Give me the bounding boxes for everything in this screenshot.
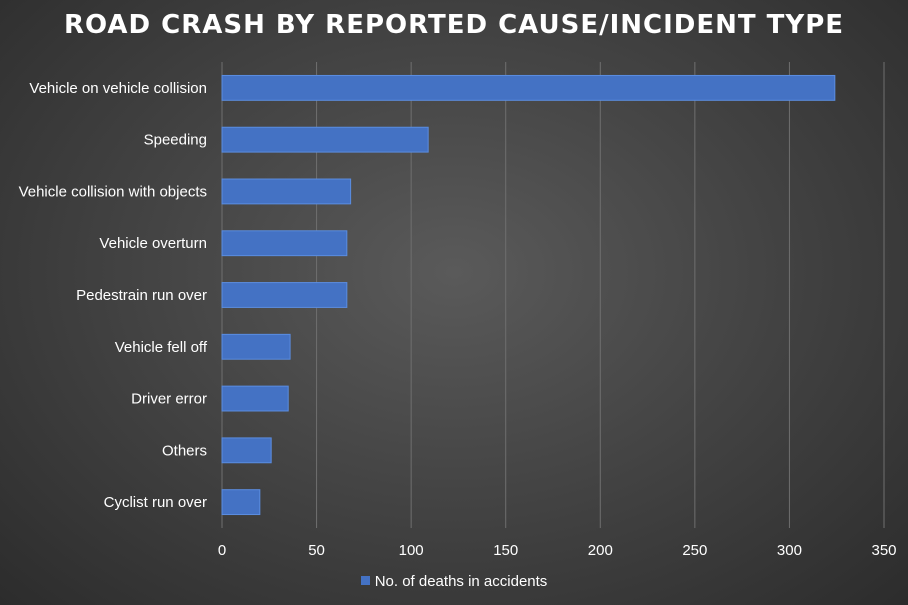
bar — [221, 282, 348, 308]
x-tick-label: 300 — [777, 542, 802, 559]
category-label: Cyclist run over — [104, 494, 207, 511]
category-label: Vehicle fell off — [115, 339, 208, 356]
x-tick-label: 200 — [588, 542, 613, 559]
legend: No. of deaths in accidents — [0, 573, 908, 590]
bar — [221, 74, 836, 101]
legend-swatch — [360, 576, 370, 585]
x-tick-label: 250 — [682, 542, 707, 559]
category-label: Pedestrain run over — [76, 287, 207, 304]
bar — [221, 333, 291, 360]
category-label: Driver error — [131, 391, 207, 408]
legend-label: No. of deaths in accidents — [374, 573, 548, 590]
bar — [221, 385, 289, 412]
x-tick-label: 350 — [871, 542, 896, 559]
category-label: Others — [162, 442, 207, 459]
bar — [221, 489, 261, 516]
x-tick-label: 50 — [308, 542, 325, 559]
x-tick-label: 0 — [218, 542, 226, 559]
bar — [221, 437, 272, 464]
x-tick-label: 100 — [399, 542, 424, 559]
chart-title: ROAD CRASH BY REPORTED CAUSE/INCIDENT TY… — [63, 10, 845, 40]
category-label: Vehicle on vehicle collision — [29, 80, 207, 97]
category-label: Vehicle collision with objects — [19, 183, 207, 200]
bar — [221, 230, 348, 257]
category-label: Vehicle overturn — [99, 235, 207, 252]
bar — [221, 126, 429, 153]
bar — [221, 178, 352, 205]
x-tick-label: 150 — [493, 542, 518, 559]
category-label: Speeding — [144, 132, 207, 149]
